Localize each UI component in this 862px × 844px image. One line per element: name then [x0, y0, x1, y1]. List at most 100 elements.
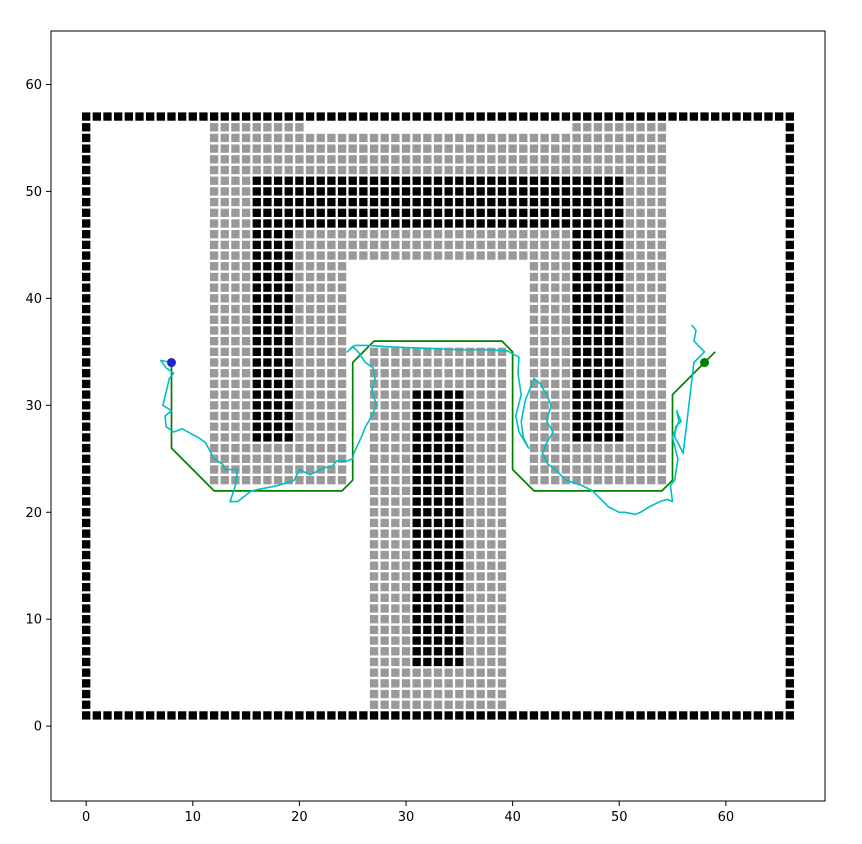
inflated-cell — [369, 508, 379, 517]
wall-cell — [391, 197, 400, 207]
wall-cell — [785, 187, 794, 196]
wall-cell — [263, 401, 272, 410]
wall-cell — [82, 529, 91, 538]
wall-cell — [412, 572, 421, 581]
inflated-cell — [220, 476, 229, 485]
y-tick-label: 50 — [25, 185, 42, 200]
inflated-cell — [337, 165, 347, 175]
inflated-cell — [305, 294, 315, 303]
wall-cell — [519, 176, 528, 185]
inflated-cell — [391, 155, 400, 164]
inflated-cell — [209, 304, 219, 314]
wall-cell — [433, 476, 443, 485]
wall-cell — [82, 197, 91, 207]
inflated-cell — [391, 486, 400, 496]
wall-cell — [82, 540, 91, 549]
wall-cell — [273, 433, 283, 442]
inflated-cell — [476, 144, 485, 153]
inflated-cell — [444, 240, 453, 250]
inflated-cell — [401, 700, 411, 709]
wall-cell — [593, 390, 603, 399]
inflated-cell — [305, 411, 315, 421]
wall-cell — [455, 476, 464, 485]
inflated-cell — [561, 465, 571, 474]
inflated-cell — [636, 219, 645, 228]
wall-cell — [455, 561, 464, 570]
wall-cell — [700, 112, 709, 121]
inflated-cell — [209, 262, 219, 271]
inflated-cell — [657, 347, 667, 356]
wall-cell — [82, 508, 91, 517]
inflated-cell — [401, 144, 411, 153]
wall-cell — [785, 443, 794, 453]
inflated-cell — [220, 347, 229, 356]
inflated-cell — [209, 422, 219, 431]
inflated-cell — [231, 401, 240, 410]
inflated-cell — [305, 390, 315, 399]
inflated-cell — [583, 155, 592, 164]
inflated-cell — [327, 369, 336, 378]
inflated-cell — [316, 401, 325, 410]
inflated-cell — [337, 369, 347, 378]
inflated-cell — [380, 668, 389, 677]
inflated-cell — [572, 476, 581, 485]
wall-cell — [583, 315, 592, 324]
wall-cell — [593, 230, 603, 239]
wall-cell — [785, 668, 794, 677]
wall-cell — [412, 540, 421, 549]
wall-cell — [668, 711, 677, 720]
inflated-cell — [348, 144, 357, 153]
wall-cell — [337, 187, 347, 196]
inflated-cell — [647, 379, 656, 389]
inflated-cell — [476, 454, 485, 463]
wall-cell — [444, 540, 453, 549]
inflated-cell — [380, 561, 389, 570]
wall-cell — [423, 401, 432, 410]
inflated-cell — [508, 230, 517, 239]
wall-cell — [252, 401, 261, 410]
inflated-cell — [231, 176, 240, 185]
inflated-cell — [561, 272, 571, 282]
inflated-cell — [231, 454, 240, 463]
inflated-cell — [423, 230, 432, 239]
wall-cell — [82, 422, 91, 431]
wall-cell — [284, 315, 293, 324]
inflated-cell — [305, 379, 315, 389]
wall-cell — [785, 625, 794, 635]
inflated-cell — [252, 123, 261, 132]
wall-cell — [327, 208, 336, 217]
wall-cell — [423, 433, 432, 442]
wall-cell — [593, 711, 603, 720]
wall-cell — [615, 390, 624, 399]
wall-cell — [785, 700, 794, 709]
wall-cell — [455, 176, 464, 185]
inflated-cell — [465, 465, 475, 474]
wall-cell — [444, 486, 453, 496]
wall-cell — [103, 711, 112, 720]
wall-cell — [572, 711, 581, 720]
wall-cell — [583, 358, 592, 367]
inflated-cell — [572, 443, 581, 453]
wall-cell — [348, 187, 357, 196]
inflated-cell — [327, 358, 336, 367]
inflated-cell — [487, 144, 496, 153]
wall-cell — [519, 197, 528, 207]
wall-cell — [785, 593, 794, 602]
wall-cell — [284, 176, 293, 185]
inflated-cell — [401, 379, 411, 389]
wall-cell — [316, 219, 325, 228]
inflated-cell — [412, 144, 421, 153]
inflated-cell — [305, 369, 315, 378]
inflated-cell — [284, 165, 293, 175]
inflated-cell — [625, 251, 635, 260]
wall-cell — [561, 711, 571, 720]
inflated-cell — [369, 625, 379, 635]
wall-cell — [337, 711, 347, 720]
inflated-cell — [647, 251, 656, 260]
wall-cell — [615, 336, 624, 346]
inflated-cell — [412, 700, 421, 709]
wall-cell — [572, 219, 581, 228]
inflated-cell — [391, 700, 400, 709]
inflated-cell — [657, 165, 667, 175]
wall-cell — [412, 411, 421, 421]
